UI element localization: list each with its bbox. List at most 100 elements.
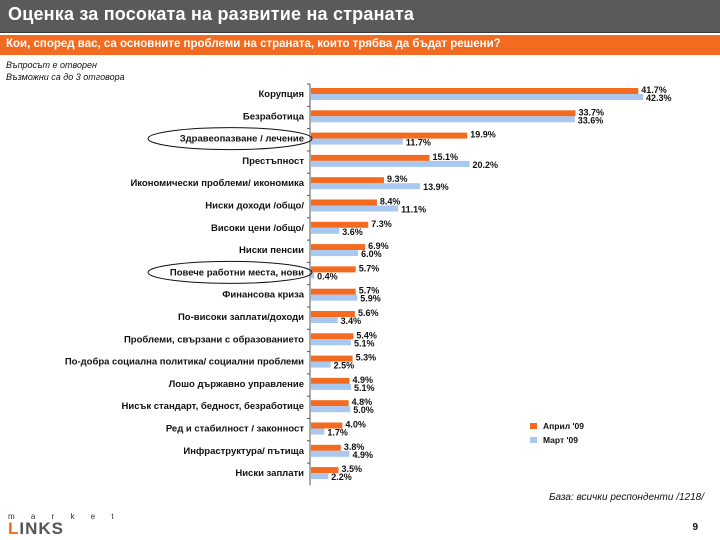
bar-april bbox=[311, 377, 350, 384]
legend-swatch-march bbox=[530, 437, 537, 443]
category-label: Безработица bbox=[243, 111, 305, 122]
highlight-ellipse bbox=[147, 260, 313, 284]
value-label-april: 4.9% bbox=[352, 375, 373, 385]
page-title: Оценка за посоката на развитие на страна… bbox=[8, 4, 415, 24]
bar-march bbox=[311, 317, 338, 323]
value-label-march: 3.4% bbox=[341, 316, 362, 326]
bar-march bbox=[311, 94, 643, 100]
value-label-april: 5.4% bbox=[356, 330, 377, 340]
value-label-april: 6.9% bbox=[368, 241, 389, 251]
bar-march bbox=[311, 361, 331, 368]
value-label-april: 4.0% bbox=[345, 420, 366, 430]
bar-march bbox=[311, 250, 359, 257]
category-label: Повече работни места, нови bbox=[170, 267, 304, 278]
market-links-logo: m a r k e t LINKS bbox=[8, 512, 121, 539]
note-max-answers: Възможни са до 3 отговора bbox=[6, 72, 125, 82]
bar-april bbox=[311, 311, 355, 317]
value-label-april: 3.5% bbox=[341, 464, 362, 474]
bar-march bbox=[311, 473, 329, 480]
category-label: По-високи заплати/доходи bbox=[178, 312, 304, 323]
bar-march bbox=[311, 339, 352, 346]
bar-april bbox=[311, 154, 430, 161]
legend-label-april: Април '09 bbox=[543, 421, 584, 431]
category-label: Нисък стандарт, бедност, безработице bbox=[122, 401, 304, 412]
bar-march bbox=[311, 227, 340, 234]
value-label-april: 7.3% bbox=[371, 219, 392, 229]
bar-april bbox=[311, 444, 341, 451]
value-label-april: 5.3% bbox=[356, 353, 377, 363]
bar-march bbox=[311, 428, 325, 435]
value-label-april: 5.6% bbox=[358, 308, 379, 318]
value-label-april: 5.7% bbox=[359, 286, 380, 296]
bar-april bbox=[311, 199, 377, 206]
value-label-march: 6.0% bbox=[361, 249, 382, 259]
bar-april bbox=[311, 88, 639, 94]
bar-april bbox=[311, 177, 384, 184]
logo-top-text: m a r k e t bbox=[8, 512, 121, 521]
bar-april bbox=[311, 400, 349, 407]
category-label: Ниски пенсии bbox=[239, 245, 304, 256]
category-label: Ниски заплати bbox=[235, 468, 304, 479]
page-number: 9 bbox=[692, 522, 698, 533]
value-label-march: 11.7% bbox=[406, 138, 431, 148]
category-label: Високи цени /общо/ bbox=[211, 223, 304, 234]
value-label-april: 4.8% bbox=[352, 397, 373, 407]
question-bar: Кои, според вас, са основните проблеми н… bbox=[0, 35, 720, 55]
value-label-march: 11.1% bbox=[401, 205, 426, 215]
bar-march bbox=[311, 406, 351, 413]
value-label-march: 42.3% bbox=[646, 93, 672, 103]
value-label-april: 19.9% bbox=[470, 130, 496, 140]
bar-april bbox=[311, 221, 369, 228]
category-label: Ред и стабилност / законност bbox=[166, 424, 305, 435]
bar-april bbox=[311, 132, 468, 139]
value-label-april: 8.4% bbox=[380, 197, 401, 207]
category-label: Корупция bbox=[258, 89, 304, 100]
value-label-march: 2.5% bbox=[334, 361, 355, 371]
value-label-april: 9.3% bbox=[387, 174, 408, 184]
bar-march bbox=[311, 383, 352, 390]
base-note: База: всички респонденти /1218/ bbox=[549, 492, 704, 503]
bar-april bbox=[311, 266, 356, 273]
bar-chart: Корупция 41.7%42.3% Безработица 33.7%33.6% З… bbox=[65, 83, 672, 486]
category-label: Инфраструктура/ пътища bbox=[183, 446, 304, 457]
bar-march bbox=[311, 138, 403, 145]
category-label: Ниски доходи /общо/ bbox=[205, 201, 304, 212]
legend-label-march: Март '09 bbox=[543, 435, 578, 445]
value-label-march: 5.9% bbox=[360, 294, 381, 304]
category-label: Лошо държавно управление bbox=[169, 379, 304, 390]
value-label-march: 4.9% bbox=[352, 450, 373, 460]
value-label-march: 5.1% bbox=[354, 338, 375, 348]
value-label-march: 2.2% bbox=[331, 472, 352, 482]
value-label-march: 0.4% bbox=[317, 271, 338, 281]
value-label-march: 20.2% bbox=[473, 160, 499, 170]
note-open-question: Въпросът е отворен bbox=[6, 60, 97, 70]
logo-first-letter: L bbox=[8, 519, 20, 538]
value-label-march: 1.7% bbox=[327, 428, 348, 438]
chart-layer: Корупция 41.7%42.3% Безработица 33.7%33.6% З… bbox=[65, 83, 672, 486]
bar-april bbox=[311, 422, 343, 429]
category-label: Здравеопазване / лечение bbox=[180, 134, 304, 145]
question-text: Кои, според вас, са основните проблеми н… bbox=[6, 38, 501, 50]
bar-april bbox=[311, 110, 576, 117]
logo-main-text: LINKS bbox=[8, 519, 121, 539]
category-label: Финансова криза bbox=[222, 290, 304, 301]
value-label-april: 33.7% bbox=[579, 107, 605, 117]
value-label-april: 3.8% bbox=[344, 442, 365, 452]
bar-april bbox=[311, 244, 366, 251]
bar-april bbox=[311, 333, 354, 340]
bar-march bbox=[311, 294, 358, 301]
category-label: По-добра социална политика/ социални про… bbox=[65, 357, 304, 368]
bar-april bbox=[311, 355, 353, 362]
bar-april bbox=[311, 288, 356, 295]
value-label-march: 3.6% bbox=[342, 227, 363, 237]
value-label-march: 5.0% bbox=[353, 405, 374, 415]
bar-march bbox=[311, 116, 575, 123]
value-label-march: 5.1% bbox=[354, 383, 375, 393]
category-label: Икономически проблеми/ икономика bbox=[130, 178, 304, 189]
bar-march bbox=[311, 183, 421, 190]
bar-march bbox=[311, 272, 315, 279]
highlight-ellipse bbox=[147, 127, 313, 151]
logo-rest-letters: INKS bbox=[19, 519, 65, 538]
bar-april bbox=[311, 467, 339, 474]
value-label-april: 15.1% bbox=[433, 152, 459, 162]
